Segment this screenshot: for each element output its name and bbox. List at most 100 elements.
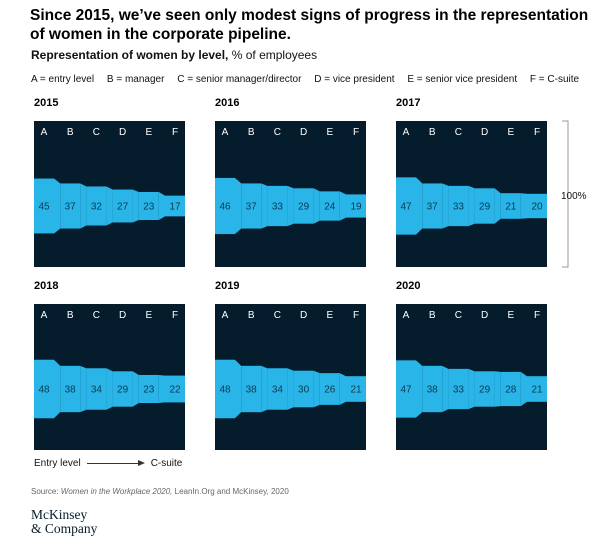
value-label-F: 21 [350, 385, 362, 396]
connector-band [416, 177, 423, 235]
legend-item-c: C = senior manager/director [177, 74, 302, 85]
connector-band [132, 371, 139, 407]
bar-women-F [527, 376, 547, 402]
bar-women-D [293, 188, 314, 224]
value-label-F: 22 [169, 385, 181, 396]
panel-year-label: 2019 [215, 280, 239, 292]
bar-women-A [396, 177, 416, 235]
logo-line-1: McKinsey [31, 507, 88, 522]
source-note: Source: Women in the Workplace 2020, Lea… [31, 487, 289, 496]
legend-item-b: B = manager [106, 74, 165, 85]
connector-band [158, 191, 165, 221]
bar-women-C [448, 185, 469, 227]
category-label-F: F [353, 310, 359, 321]
category-label-D: D [481, 127, 488, 138]
axis-direction-note: Entry level C-suite [34, 458, 182, 469]
source-rest: LeanIn.Org and McKinsey, 2020 [172, 487, 289, 496]
connector-band [313, 370, 320, 408]
axis-note-end: C-suite [150, 458, 183, 469]
category-label-C: C [93, 310, 100, 321]
category-label-C: C [274, 310, 281, 321]
bar-women-D [474, 188, 495, 224]
subtitle-bold: Representation of women by level, [31, 48, 229, 62]
bar-women-E [500, 371, 521, 407]
axis-note-start: Entry level [34, 458, 81, 469]
chart-panel-2019: 2019 48 A 38 B 34 C 30 D 26 E 21 F [215, 280, 366, 450]
connector-band [106, 186, 113, 226]
category-label-E: E [326, 310, 333, 321]
connector-band [80, 183, 87, 229]
mckinsey-logo: McKinsey & Company [31, 508, 97, 536]
bar-women-F [527, 193, 547, 219]
bar-women-B [422, 365, 443, 413]
bar-women-A [34, 359, 54, 419]
category-label-E: E [507, 127, 514, 138]
category-label-D: D [481, 310, 488, 321]
category-label-B: B [429, 127, 436, 138]
category-label-D: D [119, 127, 126, 138]
bar-women-F [346, 376, 366, 402]
value-label-C: 34 [91, 385, 103, 396]
chart-panel-2015: 2015 45 A 37 B 32 C 27 D 23 E 17 F [34, 97, 185, 267]
category-label-B: B [67, 127, 74, 138]
value-label-A: 48 [219, 385, 231, 396]
connector-band [261, 365, 268, 413]
chart-panel-2017: 2017 47 A 37 B 33 C 29 D 21 E 20 F [396, 97, 547, 267]
chart-panel-2020: 2020 47 A 38 B 33 C 29 D 28 E 21 F [396, 280, 547, 450]
bar-women-F [165, 195, 185, 217]
bar-women-B [422, 183, 443, 229]
value-label-D: 29 [479, 385, 491, 396]
connector-band [339, 191, 346, 221]
source-italic: Women in the Workplace 2020, [60, 487, 173, 496]
value-label-D: 29 [298, 202, 310, 213]
value-label-D: 29 [479, 202, 491, 213]
category-label-C: C [455, 310, 462, 321]
legend-item-e: E = senior vice president [407, 74, 518, 85]
category-label-B: B [248, 310, 255, 321]
category-label-C: C [274, 127, 281, 138]
connector-band [468, 368, 475, 410]
chart-title: Since 2015, we’ve seen only modest signs… [30, 7, 589, 43]
category-label-E: E [145, 310, 152, 321]
value-label-C: 33 [453, 202, 465, 213]
category-label-F: F [353, 127, 359, 138]
connector-band [339, 373, 346, 405]
bar-women-A [396, 360, 416, 418]
category-label-E: E [145, 127, 152, 138]
category-label-F: F [172, 127, 178, 138]
bar-women-D [293, 370, 314, 408]
bar-women-C [267, 185, 288, 227]
legend-item-f: F = C-suite [529, 74, 580, 85]
value-label-A: 45 [38, 202, 50, 213]
connector-band [520, 193, 527, 219]
chart-panel-2016: 2016 46 A 37 B 33 C 29 D 24 E 19 F [215, 97, 366, 267]
value-label-B: 37 [427, 202, 439, 213]
bar-women-F [346, 194, 366, 218]
value-label-A: 46 [219, 202, 231, 213]
bar-women-A [215, 177, 235, 235]
category-label-A: A [222, 127, 229, 138]
bar-women-F [165, 375, 185, 403]
category-label-F: F [534, 310, 540, 321]
connector-band [442, 183, 449, 229]
connector-band [494, 188, 501, 224]
bar-women-B [60, 365, 81, 413]
value-label-C: 33 [453, 385, 465, 396]
panel-year-label: 2020 [396, 280, 420, 292]
bar-women-C [448, 368, 469, 410]
value-label-A: 48 [38, 385, 50, 396]
value-label-B: 38 [427, 385, 439, 396]
value-label-C: 32 [91, 202, 103, 213]
category-label-C: C [455, 127, 462, 138]
category-label-A: A [403, 310, 410, 321]
value-label-C: 33 [272, 202, 284, 213]
value-label-E: 26 [324, 385, 336, 396]
connector-band [235, 359, 242, 419]
connector-band [494, 371, 501, 407]
connector-band [287, 368, 294, 410]
category-label-E: E [326, 127, 333, 138]
connector-band [416, 360, 423, 418]
panel-year-label: 2016 [215, 97, 239, 109]
connector-band [54, 178, 61, 234]
connector-band [235, 177, 242, 235]
